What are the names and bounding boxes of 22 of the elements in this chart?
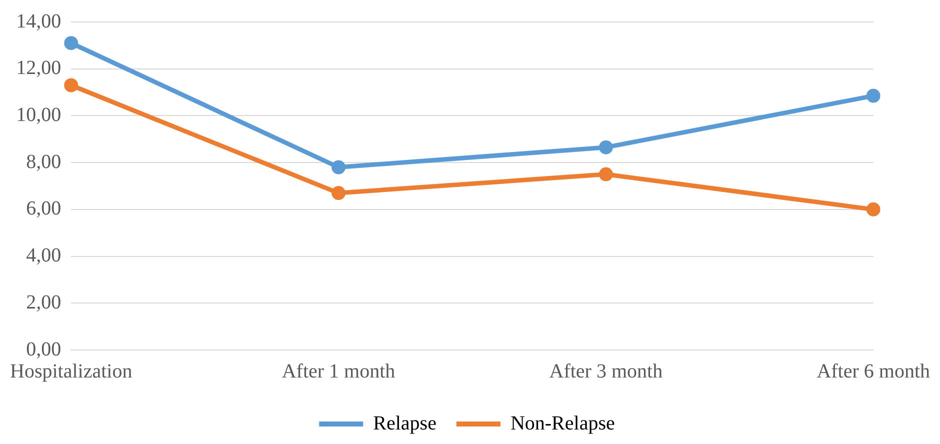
x-tick-label: After 6 month <box>816 360 930 382</box>
y-tick-label: 10,00 <box>16 104 62 126</box>
y-tick-label: 4,00 <box>26 244 62 267</box>
point <box>598 167 613 182</box>
point <box>598 140 613 154</box>
legend-label: Relapse <box>373 412 437 434</box>
x-tick-label: After 3 month <box>549 360 663 382</box>
point <box>64 78 78 92</box>
x-tick-label: After 1 month <box>282 360 396 382</box>
point <box>332 160 346 174</box>
point <box>866 88 880 103</box>
y-tick-label: 14,00 <box>16 10 62 32</box>
point <box>332 186 346 200</box>
legend-label: Non-Relapse <box>510 412 615 434</box>
x-tick-label: Hospitalization <box>10 360 132 382</box>
y-tick-label: 2,00 <box>26 291 62 314</box>
y-tick-label: 12,00 <box>16 57 62 80</box>
point <box>64 36 78 50</box>
y-tick-label: 6,00 <box>26 198 62 220</box>
y-tick-label: 8,00 <box>26 150 62 173</box>
y-tick-label: 0,00 <box>26 338 62 360</box>
point <box>866 202 880 216</box>
